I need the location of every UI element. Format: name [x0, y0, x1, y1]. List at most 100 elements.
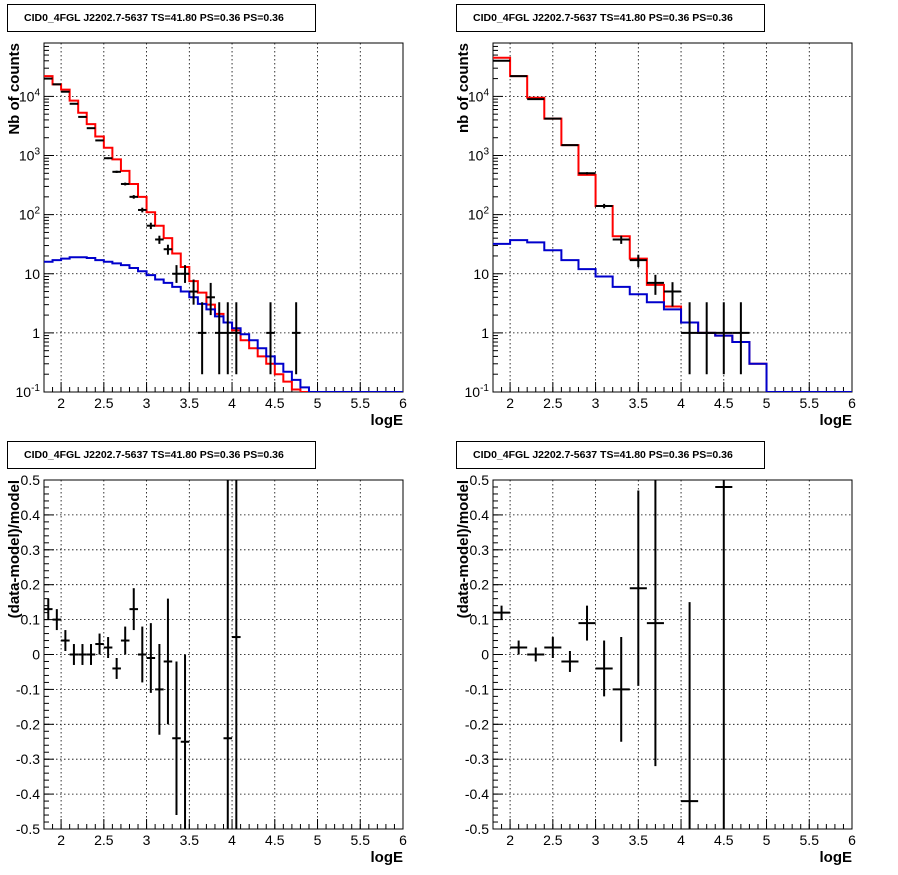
x-tick-label: 2.5	[543, 395, 563, 411]
x-tick-label: 4	[228, 395, 236, 411]
x-tick-label: 2	[57, 832, 65, 848]
y-tick-label: 104	[468, 87, 490, 104]
x-tick-label: 2.5	[94, 832, 114, 848]
x-tick-label: 3.5	[180, 832, 200, 848]
x-tick-label: 3.5	[629, 832, 649, 848]
x-tick-label: 5	[763, 832, 771, 848]
y-tick-label: -0.1	[465, 681, 489, 697]
total-model-histogram	[44, 75, 403, 392]
x-tick-label: 6	[399, 832, 407, 848]
plot-frame	[492, 42, 853, 393]
x-axis-title: logE	[820, 849, 853, 866]
x-tick-label: 5.5	[351, 395, 371, 411]
y-tick-label: 0.5	[21, 472, 41, 488]
plot-frame	[43, 42, 404, 393]
chart-title-box: CID0_4FGL J2202.7-5637 TS=41.80 PS=0.36 …	[7, 4, 316, 32]
x-tick-label: 2	[506, 395, 514, 411]
y-tick-label: 0.1	[470, 612, 490, 628]
y-tick-label: 10-1	[465, 383, 490, 400]
residuals-chart-right: 2 2.5 3 3.5 4 4.5 5 5.5 6 -0.5 -0.4 -0.3 -0.2 -0.1 0 0.…	[455, 472, 856, 866]
panel-residuals-left: 2 2.5 3 3.5 4 4.5 5 5.5 6 -0.5 -0.4 -0.3 -0.2 -0.1 0 0.…	[0, 437, 449, 874]
y-tick-label: -0.3	[465, 751, 489, 767]
plot-area	[44, 75, 403, 392]
plot-area	[493, 56, 852, 392]
x-tick-label: 5.5	[351, 832, 371, 848]
y-tick-label: 0.4	[21, 507, 41, 523]
plot-area	[493, 480, 733, 829]
x-tick-label: 3.5	[629, 395, 649, 411]
y-tick-label: -0.5	[465, 821, 489, 837]
y-tick-label: -0.2	[16, 716, 40, 732]
y-tick-label: 0.3	[21, 542, 41, 558]
x-tick-label: 2	[506, 832, 514, 848]
counts-chart-right: 2 2.5 3 3.5 4 4.5 5 5.5 6 10-1 1 10 102 103 104 logE nb …	[455, 42, 856, 429]
x-tick-label: 4.5	[714, 395, 734, 411]
y-tick-label: -0.3	[16, 751, 40, 767]
y-tick-label: 104	[19, 87, 41, 104]
panel-counts-left: 2 2.5 3 3.5 4 4.5 5 5.5 6 10-1 1 10 102 103 104 logE Nb …	[0, 0, 449, 437]
panel-counts-right: 2 2.5 3 3.5 4 4.5 5 5.5 6 10-1 1 10 102 103 104 logE nb …	[449, 0, 898, 437]
x-tick-label: 5	[314, 832, 322, 848]
x-tick-label: 5	[763, 395, 771, 411]
x-axis-title: logE	[820, 412, 853, 429]
y-tick-label: -0.5	[16, 821, 40, 837]
y-tick-label: 102	[468, 206, 490, 223]
y-axis-title: Nb of counts	[6, 43, 23, 135]
x-tick-label: 2.5	[94, 395, 114, 411]
x-axis-title: logE	[371, 849, 404, 866]
x-tick-label: 3	[592, 395, 600, 411]
y-tick-label: -0.4	[465, 786, 489, 802]
chart-title-box: CID0_4FGL J2202.7-5637 TS=41.80 PS=0.36 …	[7, 441, 316, 469]
y-tick-label: 0.3	[470, 542, 490, 558]
y-tick-label: 1	[32, 325, 40, 341]
y-tick-label: 103	[19, 147, 41, 164]
x-tick-label: 6	[399, 395, 407, 411]
x-tick-label: 4	[677, 832, 685, 848]
x-tick-label: 3	[143, 395, 151, 411]
x-tick-label: 5.5	[800, 395, 820, 411]
x-tick-label: 2	[57, 395, 65, 411]
y-tick-label: 10-1	[16, 383, 41, 400]
total-model-histogram	[493, 56, 852, 392]
y-tick-label: -0.1	[16, 681, 40, 697]
y-tick-label: 0.5	[470, 472, 490, 488]
y-tick-label: 0	[481, 647, 489, 663]
x-tick-label: 5.5	[800, 832, 820, 848]
plot-area	[44, 480, 241, 829]
x-tick-label: 6	[848, 832, 856, 848]
y-tick-label: 102	[19, 206, 41, 223]
x-tick-label: 4	[677, 395, 685, 411]
y-tick-label: 10	[24, 266, 40, 282]
chart-title-box: CID0_4FGL J2202.7-5637 TS=41.80 PS=0.36 …	[456, 4, 765, 32]
y-tick-label: 0	[32, 647, 40, 663]
y-tick-label: -0.4	[16, 786, 40, 802]
chart-title-box: CID0_4FGL J2202.7-5637 TS=41.80 PS=0.36 …	[456, 441, 765, 469]
y-axis-title: (data-model)/model	[6, 480, 23, 618]
residuals-chart-left: 2 2.5 3 3.5 4 4.5 5 5.5 6 -0.5 -0.4 -0.3 -0.2 -0.1 0 0.…	[6, 472, 407, 866]
x-tick-label: 3	[592, 832, 600, 848]
x-tick-label: 5	[314, 395, 322, 411]
x-tick-label: 6	[848, 395, 856, 411]
source-model-histogram	[44, 256, 403, 392]
y-axis-title: (data-model)/model	[455, 480, 472, 618]
x-tick-label: 4	[228, 832, 236, 848]
y-tick-label: 10	[473, 266, 489, 282]
panel-residuals-right: 2 2.5 3 3.5 4 4.5 5 5.5 6 -0.5 -0.4 -0.3 -0.2 -0.1 0 0.…	[449, 437, 898, 874]
x-tick-label: 4.5	[265, 832, 285, 848]
counts-chart-left: 2 2.5 3 3.5 4 4.5 5 5.5 6 10-1 1 10 102 103 104 logE Nb …	[6, 42, 407, 429]
y-tick-label: 103	[468, 147, 490, 164]
y-tick-label: 0.1	[21, 612, 41, 628]
x-tick-label: 3	[143, 832, 151, 848]
x-axis-title: logE	[371, 412, 404, 429]
y-tick-label: -0.2	[465, 716, 489, 732]
y-tick-label: 0.2	[21, 577, 41, 593]
y-axis-title: nb of counts	[455, 43, 472, 133]
source-model-histogram	[493, 239, 852, 392]
x-tick-label: 4.5	[714, 832, 734, 848]
y-tick-label: 0.2	[470, 577, 490, 593]
x-tick-label: 4.5	[265, 395, 285, 411]
y-tick-label: 0.4	[470, 507, 490, 523]
x-tick-label: 2.5	[543, 832, 563, 848]
x-tick-label: 3.5	[180, 395, 200, 411]
y-tick-label: 1	[481, 325, 489, 341]
